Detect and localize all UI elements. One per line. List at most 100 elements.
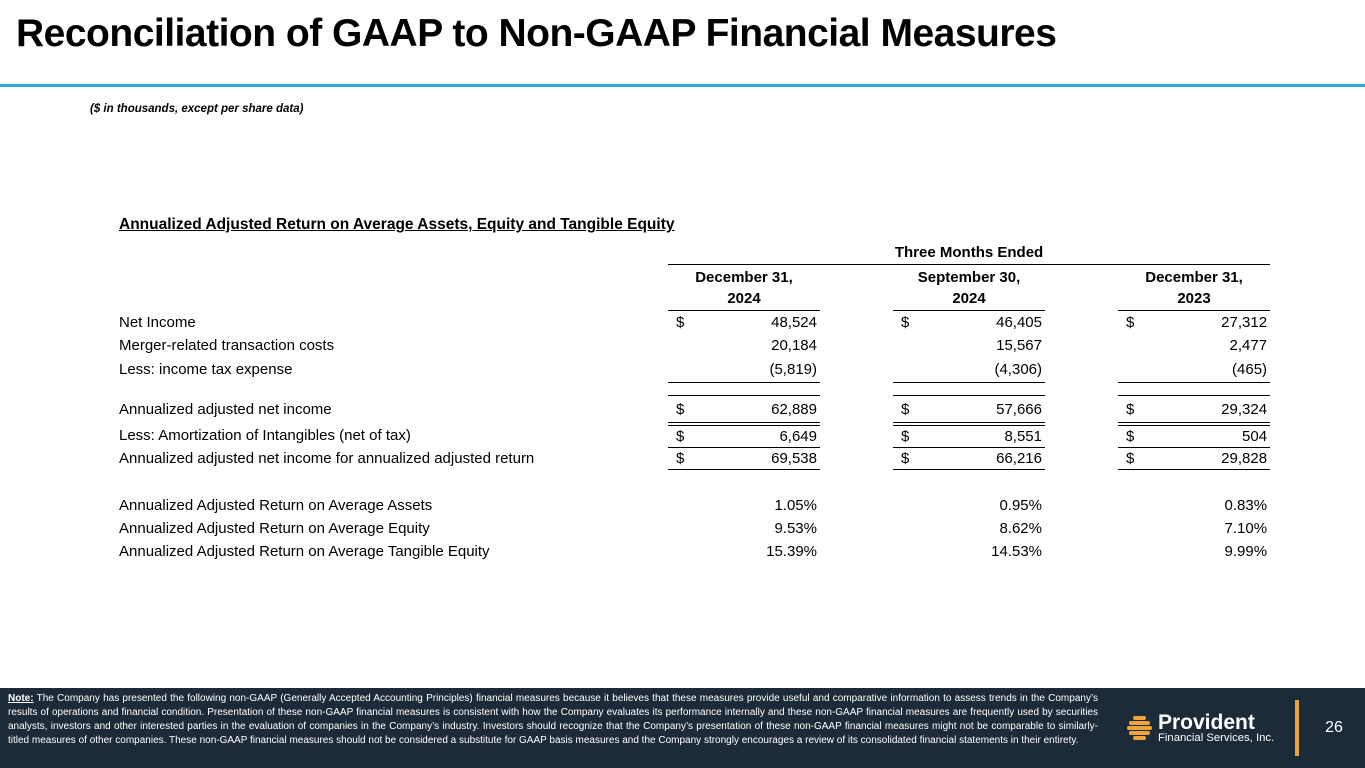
amount: 20,184 [771,337,817,354]
spacer [119,470,1270,495]
table-row-adjusted-return-base: Annualized adjusted net income for annua… [119,447,1271,470]
amount: 2,477 [1229,337,1268,354]
value-cell: $46,405 [893,311,1045,335]
amount: 29,324 [1221,400,1268,418]
currency-symbol: $ [676,450,685,467]
row-label: Merger-related transaction costs [119,337,335,354]
logo-bar [1133,716,1146,720]
amount: 15.39% [766,543,817,560]
row-label: Less: Amortization of Intangibles (net o… [119,427,411,445]
value-cell: (465) [1118,357,1271,383]
amount: 14.53% [991,543,1042,560]
column-header-sep-2024: September 30, 2024 [893,264,1045,311]
value-cell: $29,324 [1118,395,1271,426]
spacer-row [119,383,1270,396]
gap-cell [820,357,893,383]
amount: (5,819) [769,361,817,378]
amount: 6,649 [779,428,817,445]
gap-cell [820,265,893,311]
amount: (465) [1232,361,1268,378]
value-cell: 0.95% [893,494,1045,517]
value-cell: $27,312 [1118,311,1270,335]
value-cell: 15.39% [668,540,820,563]
financial-table: Three Months Ended December 31, 2024 Sep… [119,240,1271,563]
units-note: ($ in thousands, except per share data) [90,103,304,115]
amount: 8.62% [999,520,1042,537]
table-row-amortization: Less: Amortization of Intangibles (net o… [119,424,1271,448]
currency-symbol: $ [1126,428,1135,445]
amount: 62,889 [771,400,817,418]
currency-symbol: $ [676,400,685,418]
value-cell: $8,551 [893,424,1045,448]
logo-company-subname: Financial Services, Inc. [1158,731,1275,744]
amount: 1.05% [774,497,817,514]
page-number: 26 [1325,719,1343,736]
gap-cell [1045,494,1118,517]
amount: 9.53% [774,520,817,537]
value-cell: 7.10% [1118,517,1270,540]
amount: 66,216 [996,450,1042,467]
gap-cell [1045,396,1118,425]
amount: 48,524 [771,314,817,331]
logo-wordmark: Provident Financial Services, Inc. [1158,712,1275,744]
gap-cell [820,540,893,563]
value-cell: $6,649 [668,424,820,448]
span-header: Three Months Ended [668,240,1271,265]
amount: 9.99% [1224,543,1268,560]
gap-cell [1045,517,1118,540]
table-row-merger-costs: Merger-related transaction costs 20,184 … [119,334,1270,357]
amount: 69,538 [771,450,817,467]
gap-cell [1045,448,1118,470]
footer-divider [1295,700,1299,756]
currency-symbol: $ [1126,400,1135,418]
gap-cell [1045,357,1118,383]
page-title: Reconciliation of GAAP to Non-GAAP Finan… [16,12,1057,55]
table-row-income-tax: Less: income tax expense (5,819) (4,306)… [119,357,1271,383]
table-section: Annualized Adjusted Return on Average As… [119,216,1271,563]
value-cell: 2,477 [1118,334,1270,357]
value-cell: $69,538 [668,447,820,470]
table-row-return-on-tangible-equity: Annualized Adjusted Return on Average Ta… [119,540,1270,563]
value-cell: 15,567 [893,334,1045,357]
table-row-net-income: Net Income $48,524 $46,405 $27,312 [119,311,1270,335]
value-cell: $57,666 [893,395,1045,426]
row-label: Annualized Adjusted Return on Average As… [119,497,433,514]
currency-symbol: $ [1126,450,1135,467]
note-text: The Company has presented the following … [8,693,1098,746]
value-cell: (5,819) [668,357,820,383]
value-cell: $62,889 [668,395,820,426]
value-cell: $504 [1118,424,1271,448]
value-cell: 9.53% [668,517,820,540]
provident-beehive-icon [1126,716,1153,740]
column-header-dec-2023: December 31, 2023 [1118,264,1271,311]
gap-cell [1045,311,1118,335]
gap-cell [820,396,893,425]
logo-bar [1133,736,1146,740]
gap-cell [1045,424,1118,448]
currency-symbol: $ [901,400,910,418]
empty-cell [119,265,668,311]
column-header-row: December 31, 2024 September 30, 2024 Dec… [119,264,1271,311]
gap-cell [1045,265,1118,311]
amount: 27,312 [1221,314,1268,331]
amount: 7.10% [1224,520,1268,537]
amount: 29,828 [1221,450,1268,467]
row-label: Annualized Adjusted Return on Average Eq… [119,520,430,537]
gap-cell [820,517,893,540]
gap-cell [820,448,893,470]
amount: 57,666 [996,400,1042,418]
row-label: Less: income tax expense [119,361,293,379]
table-row-return-on-equity: Annualized Adjusted Return on Average Eq… [119,517,1270,540]
amount: 15,567 [996,337,1042,354]
value-cell: 14.53% [893,540,1045,563]
value-cell: 0.83% [1118,494,1270,517]
row-label: Annualized adjusted net income [119,401,332,419]
spacer [119,383,1270,396]
currency-symbol: $ [901,428,910,445]
note-label: Note: [8,693,34,704]
currency-symbol: $ [676,428,685,445]
non-gaap-footnote: Note: The Company has presented the foll… [8,692,1098,748]
row-label: Annualized adjusted net income for annua… [119,450,535,467]
currency-symbol: $ [1126,314,1135,331]
logo-bar [1129,731,1150,735]
